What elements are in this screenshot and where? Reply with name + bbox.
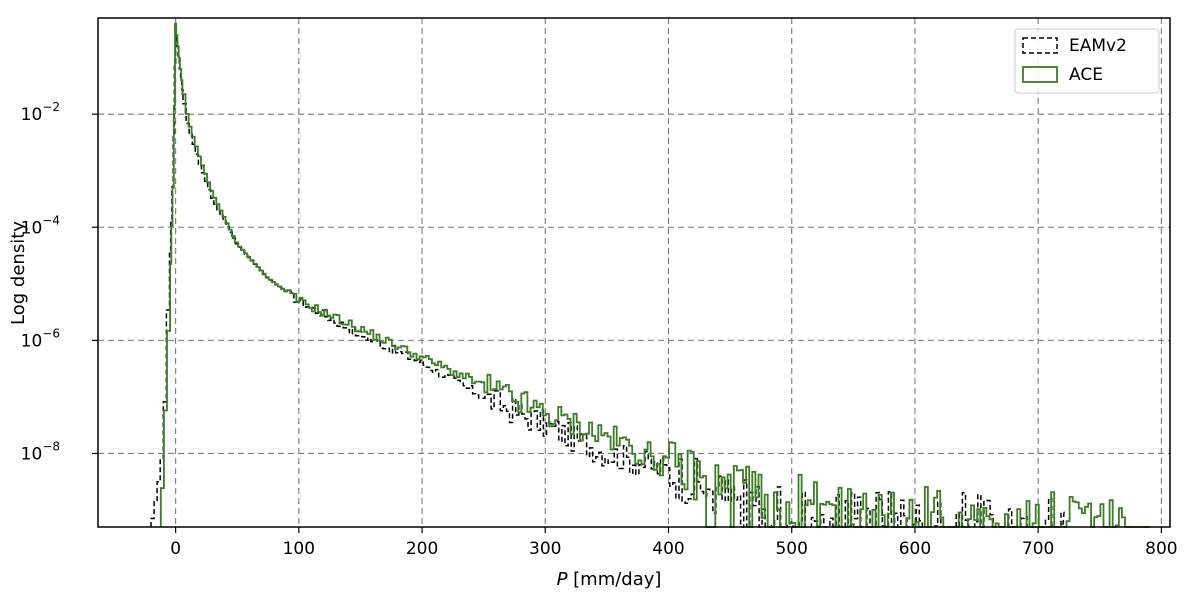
legend-label-ace: ACE	[1069, 65, 1103, 85]
y-tick-exponent: −6	[42, 326, 60, 340]
plot-frame	[97, 17, 1171, 528]
x-tick-label: 800	[1145, 539, 1177, 559]
x-tick-label: 200	[406, 539, 438, 559]
x-tick-label: 0	[170, 539, 181, 559]
grid	[98, 18, 1170, 527]
legend-box	[1014, 28, 1160, 94]
legend-label-eamv2: EAMv2	[1069, 36, 1127, 56]
x-axis-label: P [mm/day]	[557, 569, 662, 590]
x-axis-ticks: 0 100 200 300 400 500 600 700 800	[170, 527, 1178, 559]
x-axis-label-variable: P	[557, 569, 568, 590]
series-ace-line	[159, 22, 1150, 528]
y-axis-label: Log density	[8, 221, 29, 325]
x-tick-label: 600	[899, 539, 931, 559]
y-tick-label: 10−2	[21, 100, 60, 125]
series-eamv2-line	[150, 34, 1065, 528]
x-tick-label: 700	[1022, 539, 1054, 559]
x-tick-label: 100	[283, 539, 315, 559]
y-tick-exponent: −4	[42, 213, 60, 227]
x-tick-label: 400	[652, 539, 684, 559]
y-tick-exponent: −8	[42, 439, 60, 453]
legend-swatch-ace	[1022, 66, 1058, 83]
x-tick-label: 500	[775, 539, 807, 559]
y-tick-label: 10−6	[21, 326, 60, 351]
legend: EAMv2 ACE	[1014, 28, 1160, 94]
y-tick-exponent: −2	[42, 100, 60, 114]
x-tick-label: 300	[529, 539, 561, 559]
y-axis-ticks: 10−810−610−410−2	[21, 100, 98, 464]
y-tick-label: 10−8	[21, 439, 60, 464]
series-layer	[150, 22, 1150, 528]
x-axis-label-unit: [mm/day]	[567, 569, 661, 590]
legend-swatch-eamv2	[1022, 37, 1058, 54]
